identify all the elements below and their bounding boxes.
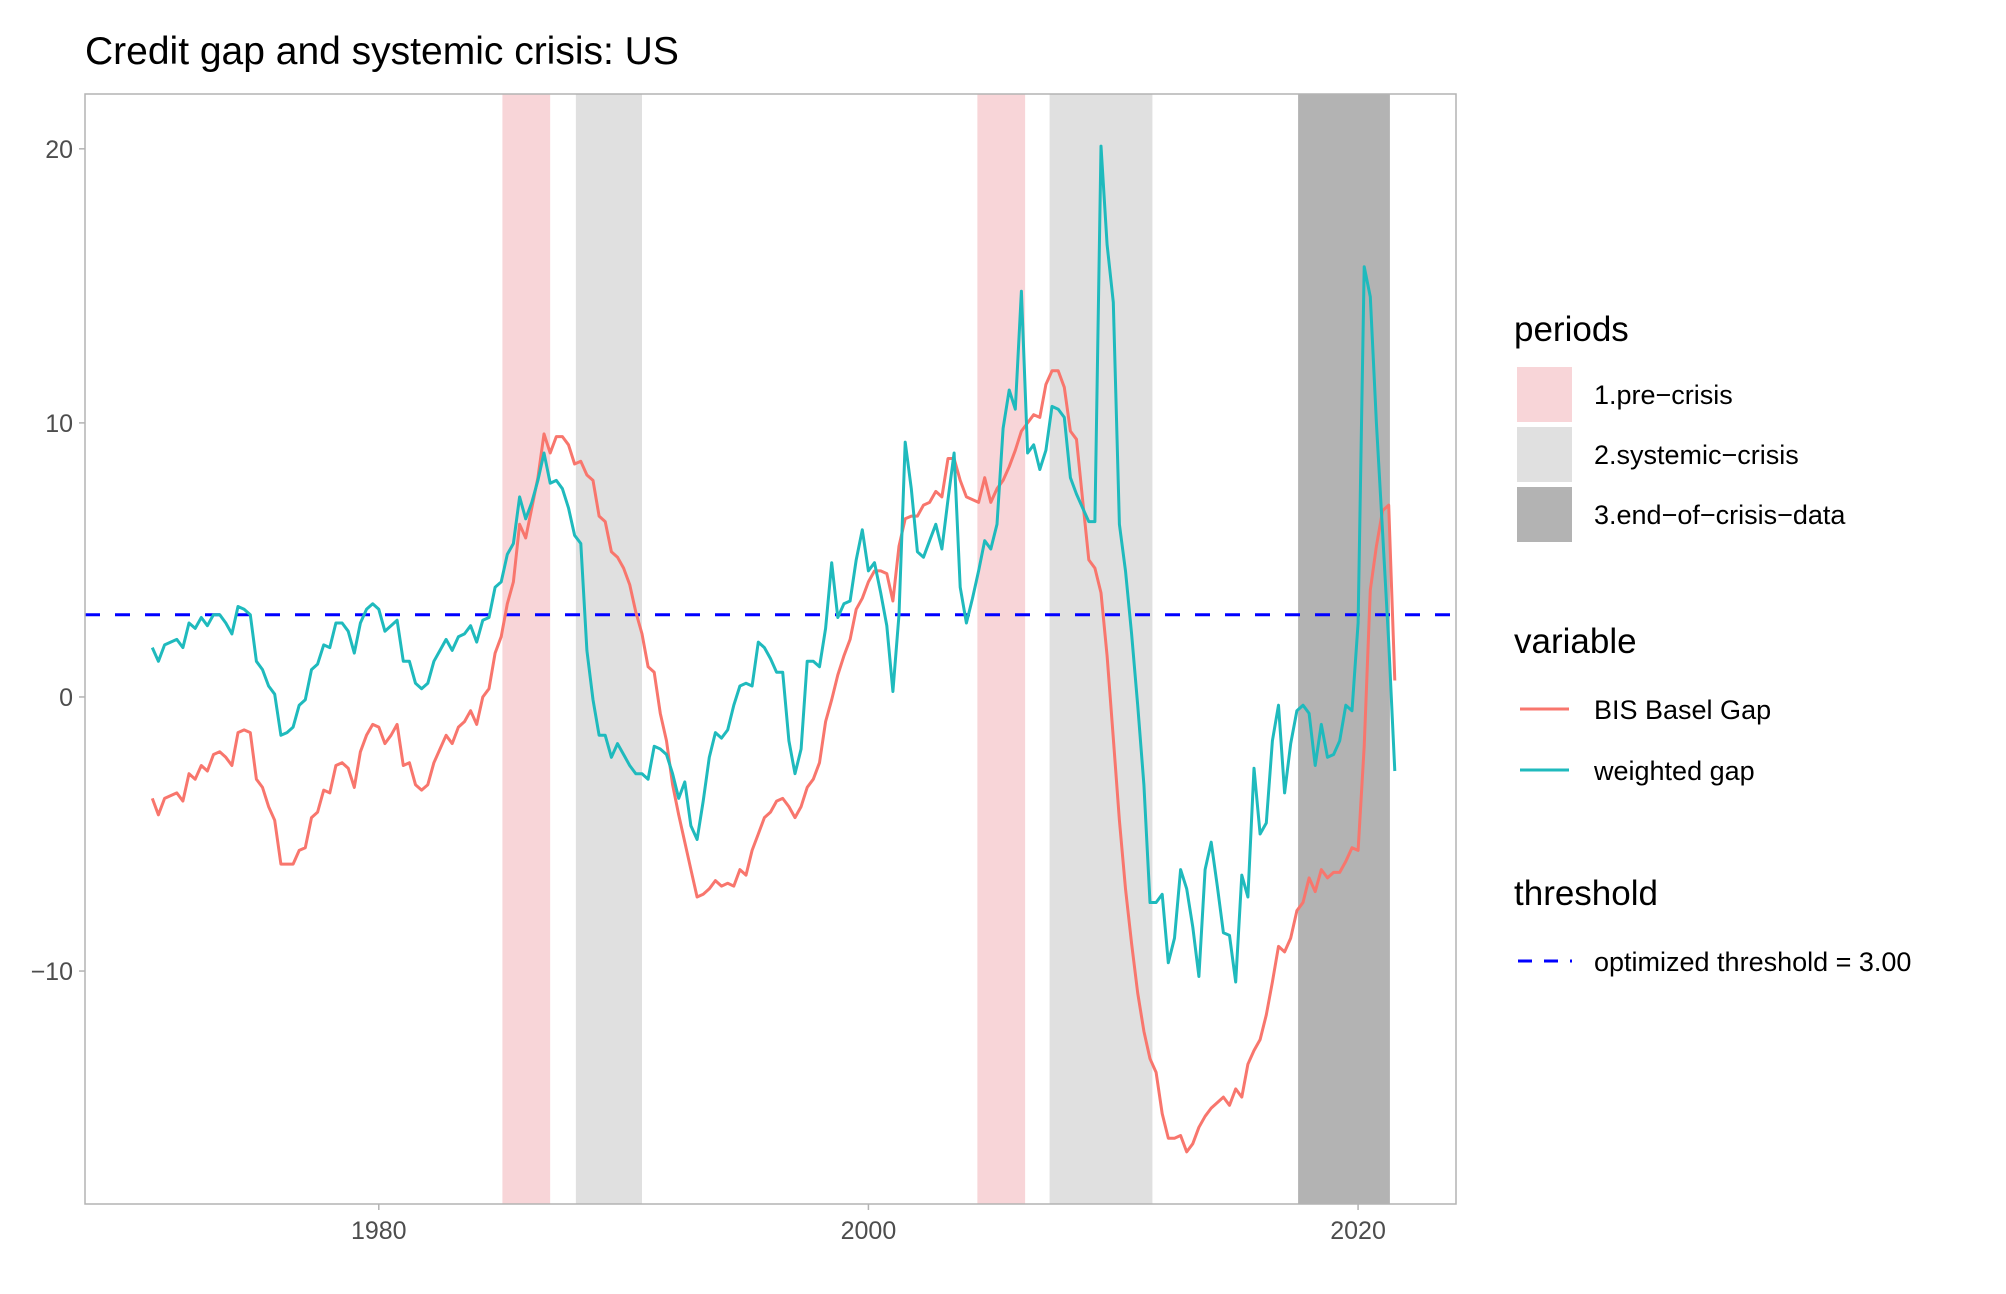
legend-label-series: BIS Basel Gap <box>1594 695 1771 725</box>
shaded-region-0 <box>502 94 551 1204</box>
series-line-weighted-gap <box>150 144 1397 984</box>
x-tick-label: 1980 <box>351 1217 407 1245</box>
legend-label-series: weighted gap <box>1593 756 1755 786</box>
panel-border <box>84 93 1457 1205</box>
shaded-region-2 <box>977 94 1026 1204</box>
legend-title-variable: variable <box>1514 622 1637 661</box>
y-tick-label: −10 <box>31 958 73 986</box>
legend-title-periods: periods <box>1514 310 1629 349</box>
legend: periods 1.pre−crisis 2.systemic−crisis 3.en… <box>1514 310 1911 977</box>
legend-label-period: 1.pre−crisis <box>1594 380 1733 410</box>
plot-panel: −10 0 10 20 1980 2000 2020 <box>31 93 1457 1245</box>
y-tick-label: 10 <box>45 410 73 438</box>
shaded-region-3 <box>1049 94 1153 1204</box>
y-tick-label: 20 <box>45 136 73 164</box>
shaded-region-4 <box>1298 94 1390 1204</box>
y-tick-label: 0 <box>59 684 73 712</box>
legend-label-period: 3.end−of−crisis−data <box>1594 500 1846 530</box>
legend-key-period <box>1517 487 1572 542</box>
x-tick-label: 2000 <box>841 1217 897 1245</box>
chart-title: Credit gap and systemic crisis: US <box>85 30 679 73</box>
legend-label-threshold: optimized threshold = 3.00 <box>1594 947 1911 977</box>
legend-key-period <box>1517 367 1572 422</box>
x-tick-label: 2020 <box>1330 1217 1386 1245</box>
legend-label-period: 2.systemic−crisis <box>1594 440 1799 470</box>
legend-title-threshold: threshold <box>1514 874 1658 913</box>
legend-key-period <box>1517 427 1572 482</box>
series-line-bis-basel-gap <box>150 369 1397 1154</box>
